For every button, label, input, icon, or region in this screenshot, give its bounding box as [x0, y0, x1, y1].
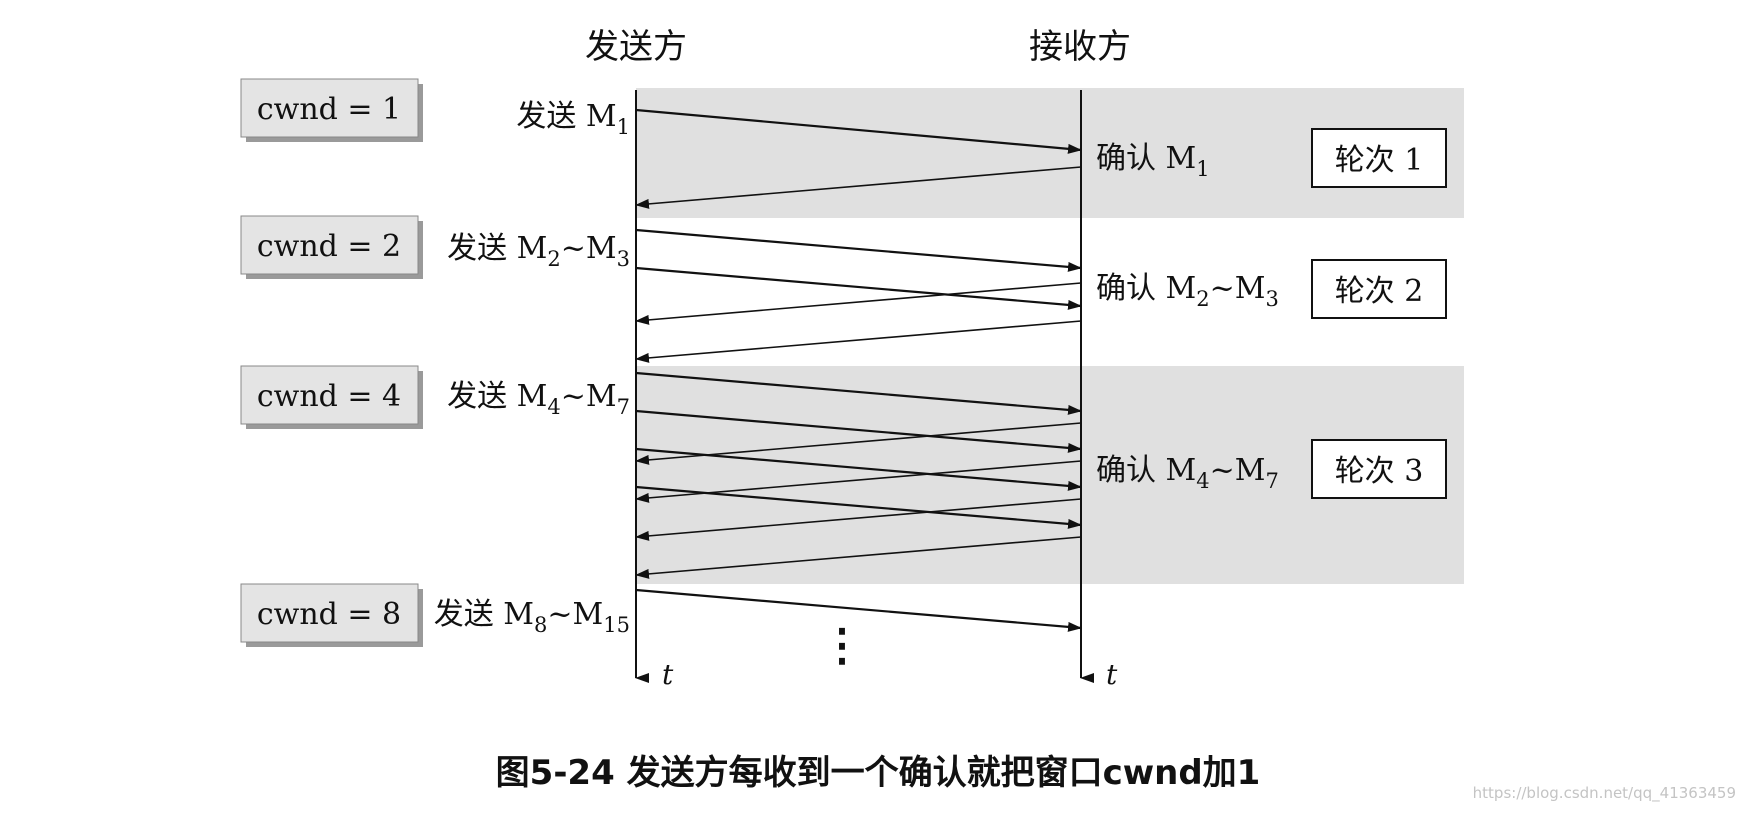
- send-arrow-m1: [635, 108, 1082, 154]
- send-arrow-m4: [635, 371, 1082, 415]
- cwnd-box-2: cwnd = 2: [240, 215, 423, 279]
- ack-arrow-m7: [635, 536, 1082, 579]
- cwnd-box-1: cwnd = 1: [240, 78, 423, 142]
- ack-arrow-m1: [635, 166, 1082, 209]
- continuation-dots: ⋮: [820, 620, 864, 671]
- ack-arrow-m4: [635, 422, 1082, 465]
- sender-header: 发送方: [585, 27, 687, 67]
- round-label-2: 轮次 2: [1335, 274, 1424, 309]
- round-box-1: 轮次 1: [1311, 128, 1447, 188]
- send-arrow-m5: [635, 409, 1082, 453]
- watermark: https://blog.csdn.net/qq_41363459: [1472, 784, 1736, 802]
- receiver-time-label: t: [1106, 658, 1118, 691]
- send-arrow-m3: [635, 266, 1082, 310]
- ack-arrow-m6: [635, 498, 1082, 541]
- congestion-window-diagram: 发送方 接收方 t t cwnd = 1 cwnd = 2 cwnd = 4 c…: [240, 27, 1464, 691]
- round-label-1: 轮次 1: [1335, 143, 1424, 178]
- ack-arrow-m2: [635, 282, 1082, 325]
- send-arrow-m2: [635, 228, 1082, 272]
- cwnd-label-3: cwnd = 4: [257, 379, 401, 414]
- round-box-2: 轮次 2: [1311, 259, 1447, 319]
- send-label-3: 发送 M4~M7: [447, 379, 630, 419]
- send-label-4: 发送 M8~M15: [434, 597, 630, 637]
- cwnd-label-1: cwnd = 1: [257, 92, 401, 127]
- send-label-1: 发送 M1: [516, 99, 630, 139]
- sender-time-label: t: [662, 658, 674, 691]
- ack-arrow-m3: [635, 320, 1082, 363]
- round-box-3: 轮次 3: [1311, 439, 1447, 499]
- cwnd-box-3: cwnd = 4: [240, 365, 423, 429]
- cwnd-label-4: cwnd = 8: [257, 597, 401, 632]
- cwnd-box-4: cwnd = 8: [240, 583, 423, 647]
- send-arrow-m8: [635, 588, 1082, 632]
- receiver-header: 接收方: [1029, 27, 1131, 67]
- ack-label-2: 确认 M2~M3: [1096, 271, 1279, 311]
- ack-arrow-m5: [635, 460, 1082, 503]
- ack-label-3: 确认 M4~M7: [1096, 453, 1279, 493]
- send-label-2: 发送 M2~M3: [447, 231, 630, 271]
- cwnd-label-2: cwnd = 2: [257, 229, 401, 264]
- figure-caption: 图5-24 发送方每收到一个确认就把窗口cwnd加1: [495, 753, 1261, 793]
- ack-label-1: 确认 M1: [1096, 141, 1210, 181]
- round-label-3: 轮次 3: [1335, 454, 1424, 489]
